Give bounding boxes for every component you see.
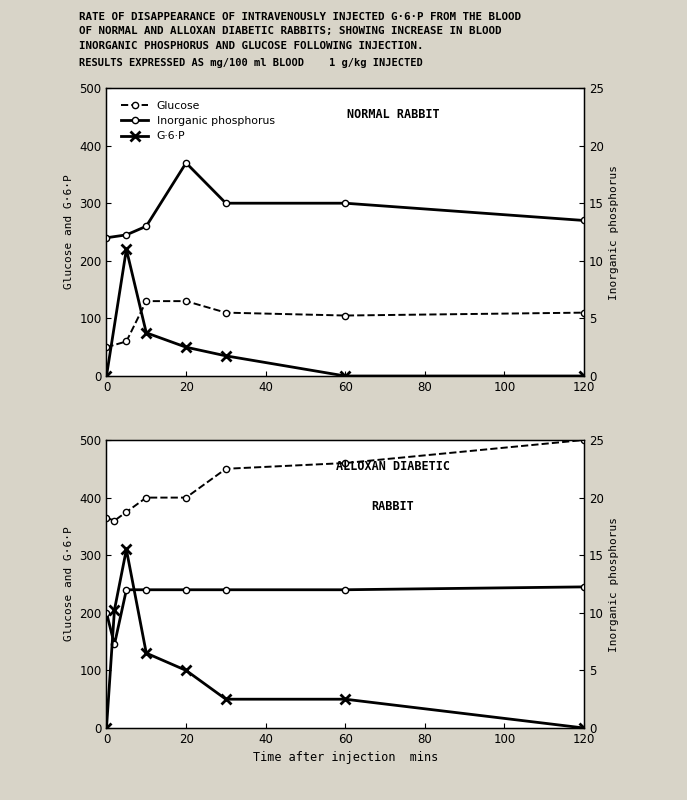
Y-axis label: Inorganic phosphorus: Inorganic phosphorus: [609, 517, 619, 651]
Legend: Glucose, Inorganic phosphorus, G·6·P: Glucose, Inorganic phosphorus, G·6·P: [117, 96, 279, 146]
Text: RABBIT: RABBIT: [372, 501, 414, 514]
Y-axis label: Glucose and G·6·P: Glucose and G·6·P: [64, 526, 74, 642]
Text: ALLOXAN DIABETIC: ALLOXAN DIABETIC: [336, 460, 450, 473]
Y-axis label: Glucose and G·6·P: Glucose and G·6·P: [64, 174, 74, 290]
X-axis label: Time after injection  mins: Time after injection mins: [253, 751, 438, 765]
Y-axis label: Inorganic phosphorus: Inorganic phosphorus: [609, 165, 619, 299]
Text: INORGANIC PHOSPHORUS AND GLUCOSE FOLLOWING INJECTION.: INORGANIC PHOSPHORUS AND GLUCOSE FOLLOWI…: [79, 41, 423, 51]
Text: RATE OF DISAPPEARANCE OF INTRAVENOUSLY INJECTED G·6·P FROM THE BLOOD: RATE OF DISAPPEARANCE OF INTRAVENOUSLY I…: [79, 12, 521, 22]
Text: RESULTS EXPRESSED AS mg/100 ml BLOOD    1 g/kg INJECTED: RESULTS EXPRESSED AS mg/100 ml BLOOD 1 g…: [79, 58, 423, 67]
Text: OF NORMAL AND ALLOXAN DIABETIC RABBITS; SHOWING INCREASE IN BLOOD: OF NORMAL AND ALLOXAN DIABETIC RABBITS; …: [79, 26, 502, 36]
Text: NORMAL RABBIT: NORMAL RABBIT: [347, 108, 439, 121]
